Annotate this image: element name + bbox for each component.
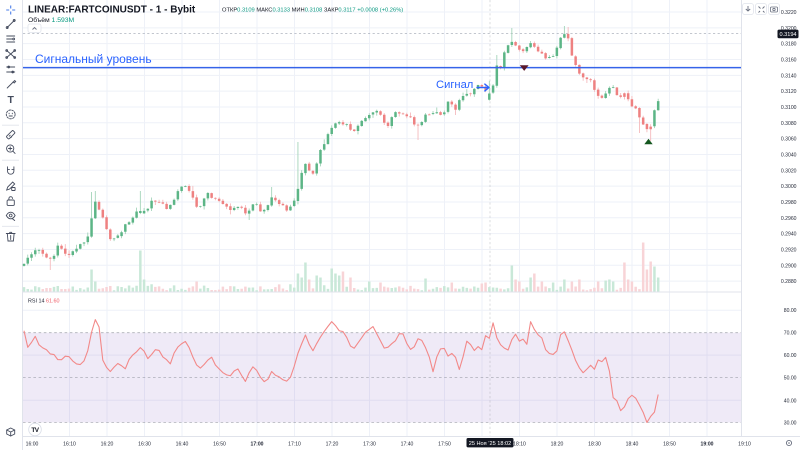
svg-text:18:40: 18:40 [626, 441, 639, 447]
svg-text:50.00: 50.00 [784, 376, 797, 382]
svg-text:16:40: 16:40 [176, 441, 189, 447]
svg-text:60.00: 60.00 [784, 353, 797, 359]
svg-text:17:20: 17:20 [326, 441, 339, 447]
svg-text:0.3060: 0.3060 [781, 137, 797, 143]
svg-text:16:10: 16:10 [63, 441, 76, 447]
svg-text:0.2920: 0.2920 [781, 247, 797, 253]
svg-text:0.3220: 0.3220 [781, 10, 797, 16]
svg-text:16:20: 16:20 [101, 441, 114, 447]
svg-text:0.3160: 0.3160 [781, 57, 797, 63]
svg-text:0.2880: 0.2880 [781, 279, 797, 285]
svg-text:0.3180: 0.3180 [781, 42, 797, 48]
svg-text:16:00: 16:00 [26, 441, 39, 447]
svg-text:18:10: 18:10 [513, 441, 526, 447]
svg-text:17:40: 17:40 [401, 441, 414, 447]
svg-text:0.3080: 0.3080 [781, 121, 797, 127]
svg-text:0.3040: 0.3040 [781, 152, 797, 158]
svg-text:25 Ноя ’25 18:02: 25 Ноя ’25 18:02 [469, 441, 512, 447]
svg-text:TV: TV [31, 427, 39, 434]
svg-text:0.2960: 0.2960 [781, 216, 797, 222]
svg-text:17:50: 17:50 [438, 441, 451, 447]
svg-text:18:50: 18:50 [663, 441, 676, 447]
svg-text:0.3120: 0.3120 [781, 89, 797, 95]
svg-text:LINEAR:FARTCOINUSDT - 1 - Bybi: LINEAR:FARTCOINUSDT - 1 - Bybit [28, 5, 196, 16]
svg-text:ОТКР0.3109 МАКС0.3133 МИН0.310: ОТКР0.3109 МАКС0.3133 МИН0.3108 ЗАКР0.31… [222, 8, 403, 14]
svg-text:T: T [7, 94, 14, 106]
svg-text:0.3140: 0.3140 [781, 73, 797, 79]
svg-text:16:30: 16:30 [138, 441, 151, 447]
svg-text:30.00: 30.00 [784, 420, 797, 426]
svg-text:Сигнальный уровень: Сигнальный уровень [35, 52, 152, 66]
svg-text:17:10: 17:10 [288, 441, 301, 447]
svg-text:Сигнал: Сигнал [436, 79, 473, 91]
svg-text:17:30: 17:30 [363, 441, 376, 447]
svg-text:0.3020: 0.3020 [781, 168, 797, 174]
svg-text:0.2900: 0.2900 [781, 263, 797, 269]
svg-text:16:50: 16:50 [213, 441, 226, 447]
svg-text:RSI 14 61.60: RSI 14 61.60 [28, 298, 59, 304]
svg-text:80.00: 80.00 [784, 308, 797, 314]
svg-text:40.00: 40.00 [784, 398, 797, 404]
svg-text:0.3100: 0.3100 [781, 105, 797, 111]
svg-text:Объём 1.593M: Объём 1.593M [28, 16, 75, 24]
svg-text:18:30: 18:30 [588, 441, 601, 447]
svg-text:0.2980: 0.2980 [781, 200, 797, 206]
svg-text:17:00: 17:00 [250, 441, 263, 447]
svg-text:0.2940: 0.2940 [781, 232, 797, 238]
svg-text:18:20: 18:20 [551, 441, 564, 447]
svg-text:19:10: 19:10 [738, 441, 751, 447]
svg-text:70.00: 70.00 [784, 331, 797, 337]
svg-text:0.3000: 0.3000 [781, 184, 797, 190]
svg-text:0.3194: 0.3194 [779, 32, 796, 38]
svg-text:19:00: 19:00 [700, 441, 713, 447]
svg-text:0.3200: 0.3200 [781, 26, 797, 32]
